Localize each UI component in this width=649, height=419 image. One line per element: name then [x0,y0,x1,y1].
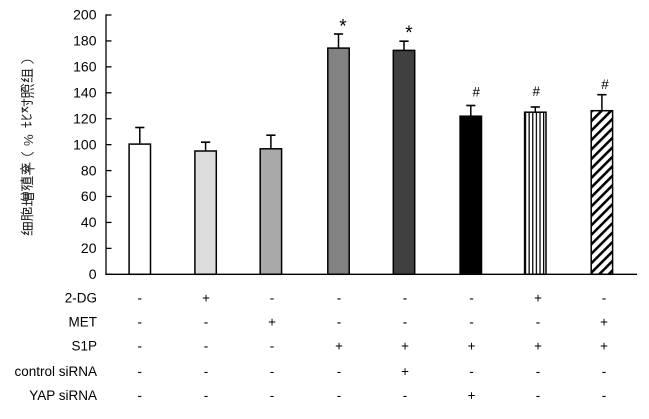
svg-text:%: % [21,134,36,146]
svg-text:100: 100 [73,136,97,152]
svg-text:160: 160 [73,59,97,75]
svg-text:180: 180 [73,33,97,49]
svg-text:-: - [337,315,341,330]
svg-text:-: - [137,339,141,354]
svg-text:-: - [137,291,141,306]
svg-text:-: - [137,315,141,330]
svg-text:-: - [403,315,407,330]
svg-text:#: # [473,84,481,99]
svg-text:MET: MET [69,315,98,330]
svg-text:-: - [536,315,540,330]
svg-text:-: - [536,388,540,403]
svg-text:2-DG: 2-DG [65,291,97,306]
svg-text:control siRNA: control siRNA [14,364,97,379]
svg-text:-: - [204,339,208,354]
svg-text:140: 140 [73,84,97,100]
svg-text:20: 20 [81,240,97,256]
svg-text:-: - [337,364,341,379]
svg-text:-: - [204,388,208,403]
svg-text:60: 60 [81,188,97,204]
svg-text:-: - [536,364,540,379]
svg-text:-: - [270,339,274,354]
svg-text:-: - [602,291,606,306]
svg-text:200: 200 [73,7,97,23]
svg-text:40: 40 [81,214,97,230]
svg-text:+: + [468,388,476,403]
svg-text:+: + [600,315,608,330]
svg-text:80: 80 [81,162,97,178]
svg-text:*: * [405,23,413,44]
svg-text:S1P: S1P [71,339,97,354]
svg-text:+: + [202,291,210,306]
svg-text:#: # [533,84,541,99]
svg-text:-: - [137,364,141,379]
svg-text:+: + [534,339,542,354]
svg-text:+: + [600,339,608,354]
svg-text:-: - [602,388,606,403]
svg-text:-: - [602,364,606,379]
svg-text:0: 0 [89,266,97,282]
svg-text:-: - [270,291,274,306]
svg-text:-: - [137,388,141,403]
svg-text:-: - [403,388,407,403]
svg-text:+: + [468,339,476,354]
svg-text:120: 120 [73,110,97,126]
svg-text:-: - [337,291,341,306]
svg-text:-: - [204,364,208,379]
svg-text:-: - [469,315,473,330]
svg-text:-: - [204,315,208,330]
svg-text:+: + [335,339,343,354]
svg-text:+: + [401,339,409,354]
svg-text:-: - [469,364,473,379]
svg-text:+: + [401,364,409,379]
svg-text:#: # [601,77,609,92]
svg-text:-: - [270,388,274,403]
svg-text:YAP siRNA: YAP siRNA [29,388,97,403]
svg-text:-: - [337,388,341,403]
svg-text:+: + [268,315,276,330]
svg-text:+: + [534,291,542,306]
svg-text:-: - [403,291,407,306]
svg-text:-: - [469,291,473,306]
svg-text:-: - [270,364,274,379]
svg-text:*: * [339,17,347,38]
